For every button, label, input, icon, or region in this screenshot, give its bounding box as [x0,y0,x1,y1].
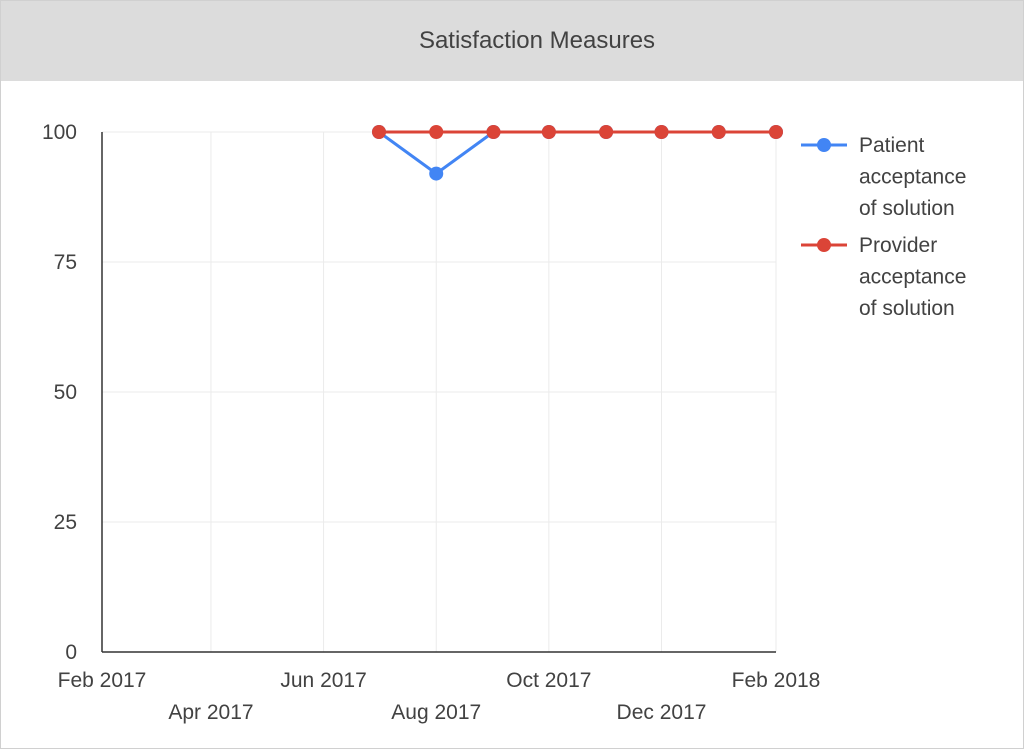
data-point[interactable] [429,125,444,139]
y-tick-label: 75 [54,251,77,274]
chart-title: Satisfaction Measures [418,27,656,54]
legend-item[interactable]: Patient acceptance of solution [801,134,966,220]
y-tick-label: 50 [54,381,77,404]
axes [101,132,776,653]
legend-label: acceptance [859,266,966,289]
data-point[interactable] [371,125,386,139]
x-tick-labels: Feb 2017 Apr 2017 Jun 2017 Aug 2017 Oct 2017… [58,669,821,724]
data-point[interactable] [769,125,783,139]
x-tick-label: Dec 2017 [617,701,707,724]
legend-label: acceptance [859,166,966,189]
legend[interactable]: Patient acceptance of solution Provider acce… [801,134,966,320]
data-point[interactable] [711,125,726,139]
x-tick-label: Feb 2018 [732,669,821,692]
y-tick-label: 25 [54,511,77,534]
legend-label: Provider [859,234,937,257]
x-tick-label: Apr 2017 [168,701,253,724]
x-tick-label: Jun 2017 [280,669,366,692]
legend-item[interactable]: Provider acceptance of solution [801,234,966,320]
data-point[interactable] [429,166,444,181]
chart-title-bar: Satisfaction Measures [1,1,1023,81]
y-tick-label: 0 [65,641,77,664]
x-tick-label: Oct 2017 [506,669,591,692]
legend-label: of solution [859,297,955,320]
data-point[interactable] [599,125,614,139]
data-point[interactable] [654,125,669,139]
legend-swatch-dot [817,138,831,152]
x-tick-label: Feb 2017 [58,669,147,692]
series [371,125,783,181]
y-tick-labels: 0 25 50 75 100 [42,121,77,664]
grid-lines [102,131,777,652]
data-point[interactable] [541,125,556,139]
legend-swatch-dot [817,238,831,252]
x-tick-label: Aug 2017 [391,701,481,724]
legend-label: of solution [859,197,955,220]
series-provider [371,125,783,139]
legend-label: Patient [859,134,925,157]
data-point[interactable] [486,125,501,139]
y-tick-label: 100 [42,121,77,144]
